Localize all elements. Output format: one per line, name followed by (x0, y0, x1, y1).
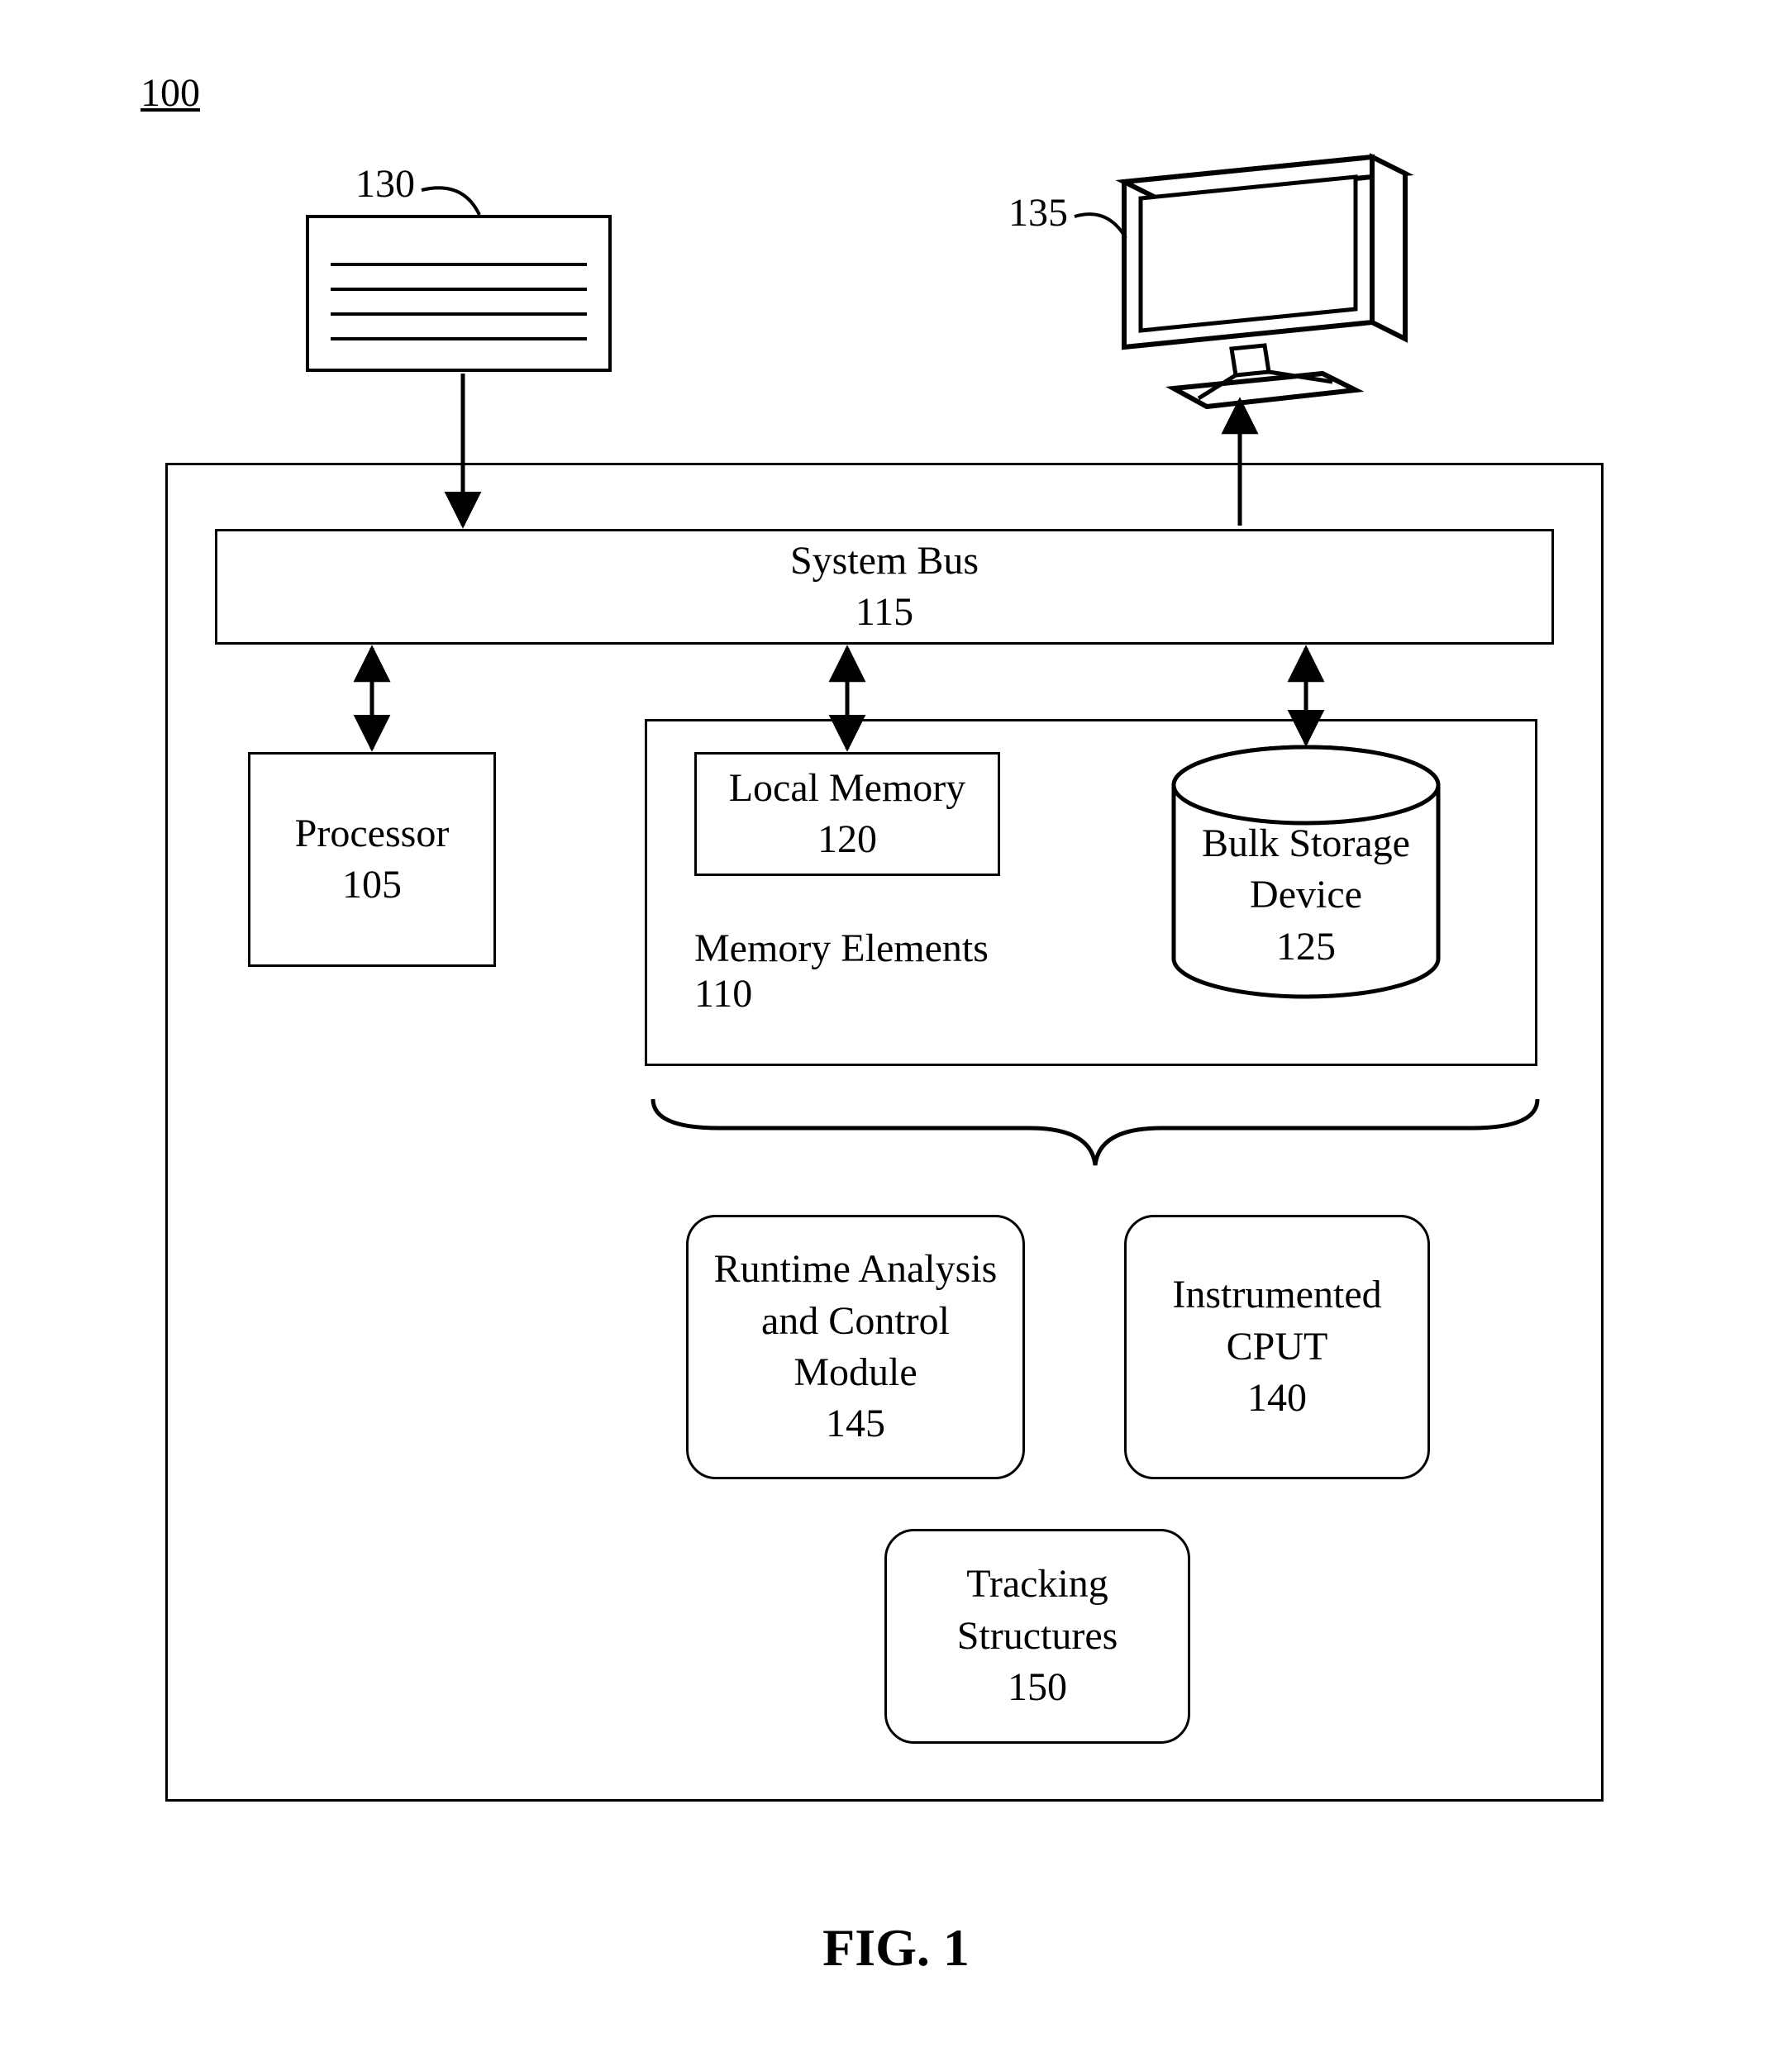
connectors (0, 0, 1792, 2071)
figure-canvas: 100 130 135 System Bus (0, 0, 1792, 2071)
figure-caption: FIG. 1 (0, 1917, 1792, 1978)
